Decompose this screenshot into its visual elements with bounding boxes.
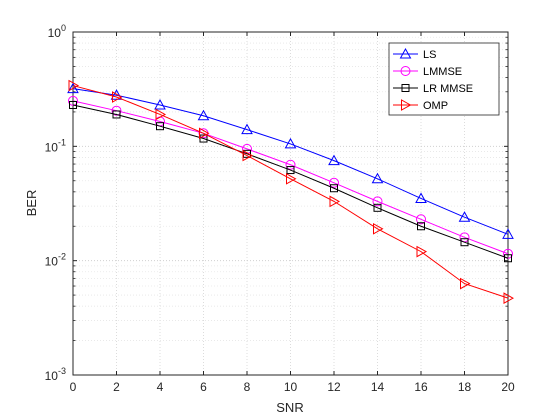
legend-label-lmmse: LMMSE <box>423 66 462 78</box>
series-line-lmmse <box>72 100 509 255</box>
legend-label-ls: LS <box>423 49 436 61</box>
series-line-omp <box>72 85 509 299</box>
x-tick-label: 18 <box>458 380 472 394</box>
data-point-omp <box>329 195 341 208</box>
grid-layer <box>73 32 508 375</box>
data-point-lr-mmse <box>286 166 295 175</box>
data-point-lr-mmse <box>156 122 164 131</box>
y-tick-label: 10-1 <box>45 137 66 154</box>
data-point-omp <box>416 245 428 258</box>
legend-marker-lr-mmse <box>401 84 410 92</box>
data-point-omp <box>112 91 123 103</box>
x-tick-label: 4 <box>157 380 164 394</box>
x-tick-label: 8 <box>244 380 251 394</box>
x-tick-label: 12 <box>327 380 341 394</box>
data-point-ls <box>328 154 340 166</box>
data-point-lr-mmse <box>373 203 382 212</box>
y-tick-label: 10-2 <box>45 252 66 269</box>
series-omp <box>68 79 515 305</box>
series-lr-mmse <box>69 100 512 263</box>
data-point-omp <box>503 292 515 305</box>
x-tick-label: 16 <box>414 380 428 394</box>
data-point-lr-mmse <box>417 222 425 231</box>
data-point-omp <box>286 172 297 185</box>
x-tick-label: 0 <box>70 380 77 394</box>
x-tick-label: 20 <box>501 380 515 394</box>
x-tick-label: 6 <box>200 380 207 394</box>
data-point-lr-mmse <box>112 110 121 119</box>
data-point-ls <box>154 98 166 110</box>
legend-label-lr-mmse: LR MMSE <box>423 83 473 95</box>
data-point-omp <box>242 149 254 162</box>
data-point-ls <box>371 172 384 184</box>
y-axis-title: BER <box>24 190 39 217</box>
data-point-omp <box>373 222 384 235</box>
x-tick-label: 2 <box>113 380 120 394</box>
x-tick-label: 10 <box>284 380 298 394</box>
data-point-omp <box>460 277 471 290</box>
y-tick-label: 10-3 <box>45 366 66 383</box>
data-point-ls <box>67 82 79 94</box>
data-point-lmmse <box>416 214 426 225</box>
data-point-lmmse <box>329 177 339 188</box>
legend-marker-ls <box>399 47 412 59</box>
legend: LS LMMSE LR MMSE OMP <box>388 42 500 116</box>
data-point-lr-mmse <box>330 184 338 193</box>
data-point-lmmse <box>111 105 122 116</box>
data-point-ls <box>502 228 514 239</box>
data-point-lmmse <box>372 196 383 207</box>
data-point-ls <box>197 109 210 121</box>
data-point-lr-mmse <box>460 238 469 247</box>
x-axis-title: SNR <box>276 400 303 415</box>
data-point-omp <box>68 79 80 92</box>
data-point-ls <box>415 192 427 203</box>
data-point-ls <box>241 123 253 135</box>
data-point-omp <box>155 108 167 121</box>
ticks-layer: 0 2 4 6 8 10 12 14 16 18 20 100 10-1 10-2 10-3 <box>45 23 515 394</box>
legend-marker-omp <box>401 99 412 111</box>
legend-entries: LS LMMSE LR MMSE OMP <box>393 47 473 112</box>
data-point-ls <box>110 89 123 100</box>
data-point-ls <box>458 211 471 222</box>
x-tick-label: 14 <box>371 380 385 394</box>
series-layer <box>67 79 515 305</box>
data-point-lr-mmse <box>69 100 77 109</box>
legend-label-omp: OMP <box>423 100 448 112</box>
data-point-lr-mmse <box>504 254 512 263</box>
series-line-ls <box>72 88 509 235</box>
series-ls <box>67 82 514 239</box>
y-tick-label: 100 <box>48 23 66 40</box>
data-point-omp <box>199 127 210 140</box>
data-point-ls <box>284 137 297 149</box>
legend-marker-lmmse <box>400 66 411 76</box>
series-line-lr-mmse <box>72 104 509 259</box>
data-point-lmmse <box>285 159 296 170</box>
